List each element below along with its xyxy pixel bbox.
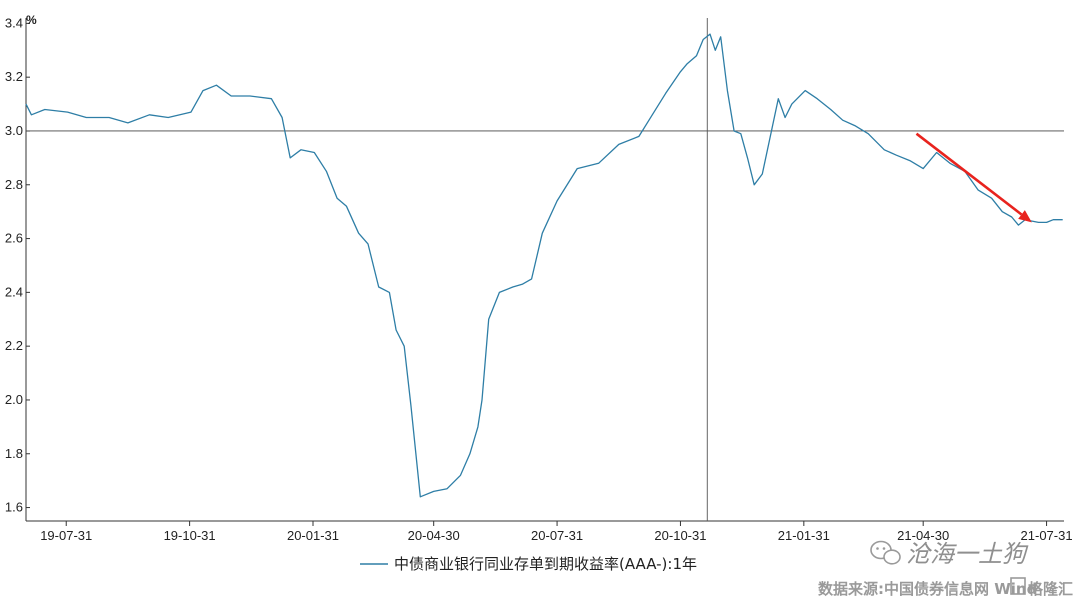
y-unit-label: % bbox=[26, 13, 37, 27]
x-tick-label: 21-04-30 bbox=[897, 528, 949, 543]
y-tick-label: 3.2 bbox=[5, 69, 23, 84]
gelonghui-logo-icon bbox=[1010, 577, 1026, 595]
series-lines bbox=[25, 33, 1063, 498]
y-tick-label: 3.0 bbox=[5, 123, 23, 138]
data-source: 数据来源:中国债券信息网 Wind bbox=[818, 580, 1037, 598]
y-tick-label: 2.0 bbox=[5, 392, 23, 407]
trend-arrow-head bbox=[1018, 210, 1032, 223]
x-tick-label: 19-07-31 bbox=[40, 528, 92, 543]
y-tick-label: 2.6 bbox=[5, 231, 23, 246]
watermark: 沧海一土狗 数据来源:中国债券信息网 Wind 格隆汇 bbox=[818, 540, 1073, 598]
x-tick-label: 21-01-31 bbox=[778, 528, 830, 543]
y-axis: 1.6 1.8 2.0 2.2 2.4 2.6 2.8 3.0 3.2 3.4 bbox=[5, 15, 30, 521]
reference-lines bbox=[26, 18, 1064, 521]
y-tick-label: 3.4 bbox=[5, 15, 23, 30]
annotations bbox=[915, 132, 1032, 223]
y-tick-label: 2.4 bbox=[5, 284, 23, 299]
y-tick-label: 2.2 bbox=[5, 338, 23, 353]
y-tick-label: 1.6 bbox=[5, 500, 23, 515]
y-tick-label: 1.8 bbox=[5, 446, 23, 461]
x-tick-label: 21-07-31 bbox=[1021, 528, 1073, 543]
watermark-corner: 格隆汇 bbox=[1028, 580, 1073, 598]
legend-label: 中债商业银行同业存单到期收益率(AAA-):1年 bbox=[394, 555, 697, 573]
x-tick-label: 20-01-31 bbox=[287, 528, 339, 543]
series-line-0 bbox=[25, 33, 1063, 498]
y-tick-label: 2.8 bbox=[5, 177, 23, 192]
x-tick-label: 20-04-30 bbox=[408, 528, 460, 543]
watermark-name: 沧海一土狗 bbox=[906, 540, 1029, 568]
legend: 中债商业银行同业存单到期收益率(AAA-):1年 bbox=[360, 555, 697, 573]
x-tick-label: 20-10-31 bbox=[654, 528, 706, 543]
x-tick-label: 19-10-31 bbox=[164, 528, 216, 543]
x-axis: 19-07-31 19-10-31 20-01-31 20-04-30 20-07-31… bbox=[26, 520, 1073, 543]
trend-arrow-shaft bbox=[915, 132, 1023, 216]
wechat-icon bbox=[870, 540, 901, 565]
x-tick-label: 20-07-31 bbox=[531, 528, 583, 543]
